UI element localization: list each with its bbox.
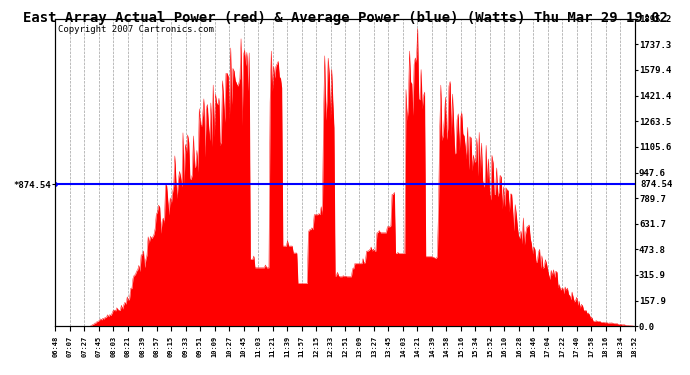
Text: Copyright 2007 Cartronics.com: Copyright 2007 Cartronics.com [58, 25, 214, 34]
Text: 874.54: 874.54 [640, 180, 673, 189]
Text: East Array Actual Power (red) & Average Power (blue) (Watts) Thu Mar 29 19:02: East Array Actual Power (red) & Average … [23, 11, 667, 25]
